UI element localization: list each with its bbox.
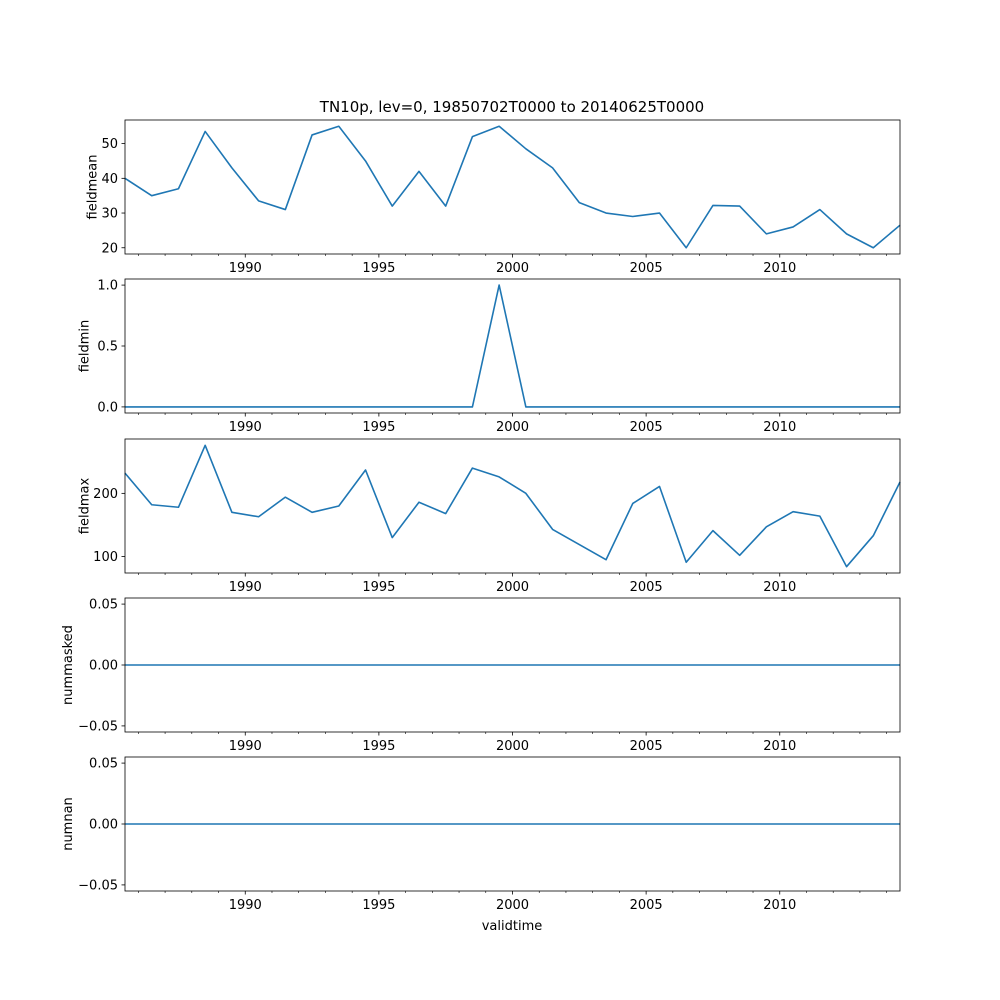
numnan-x-tick-label: 1995 bbox=[362, 898, 395, 913]
fieldmin-x-tick-label: 2005 bbox=[630, 420, 663, 435]
fieldmax-y-axis-label: fieldmax bbox=[77, 478, 92, 535]
fieldmin-x-tick-label: 1995 bbox=[362, 420, 395, 435]
fieldmax-x-tick-label: 2000 bbox=[496, 580, 529, 595]
fieldmean-axes-frame bbox=[124, 119, 901, 255]
nummasked-y-tick-label: 0.00 bbox=[89, 659, 118, 674]
nummasked-x-tick-label: 1995 bbox=[362, 739, 395, 754]
nummasked-y-tick-label: −0.05 bbox=[78, 719, 118, 734]
fieldmin-x-tick-label: 1990 bbox=[229, 420, 262, 435]
fieldmax-y-tick-label: 100 bbox=[93, 550, 118, 565]
numnan-y-tick-label: 0.00 bbox=[89, 818, 118, 833]
x-axis-label: validtime bbox=[482, 919, 543, 934]
subplot-fieldmin: 1990 1995 2000 2005 2010 0.0 0.5 1.0 fieldmin bbox=[77, 279, 901, 435]
subplot-numnan: 1990 1995 2000 2005 2010 −0.05 0.00 0.05 numnan bbox=[61, 757, 901, 913]
subplots: 1990 1995 2000 2005 201020304050fieldmean199… bbox=[61, 119, 901, 913]
numnan-x-tick-label: 1990 bbox=[229, 898, 262, 913]
subplot-nummasked: 1990 1995 2000 2005 2010 −0.05 0.00 0.05 nummask… bbox=[61, 598, 901, 754]
fieldmax-x-tick-label: 1995 bbox=[362, 580, 395, 595]
numnan-y-tick-label: 0.05 bbox=[89, 757, 118, 772]
fieldmean-y-tick-label: 30 bbox=[101, 207, 118, 222]
fieldmean-x-tick-label: 2010 bbox=[763, 261, 796, 276]
fieldmin-y-tick-label: 0.0 bbox=[97, 400, 118, 415]
fieldmin-x-tick-label: 2010 bbox=[763, 420, 796, 435]
numnan-x-tick-label: 2000 bbox=[496, 898, 529, 913]
fieldmean-series-line bbox=[124, 125, 901, 249]
fieldmax-x-tick-label: 2005 bbox=[630, 580, 663, 595]
fieldmean-x-tick-label: 1990 bbox=[229, 261, 262, 276]
nummasked-x-tick-label: 2005 bbox=[630, 739, 663, 754]
fieldmin-x-tick-label: 2000 bbox=[496, 420, 529, 435]
fieldmax-series-line bbox=[124, 444, 901, 568]
fieldmean-y-tick-label: 40 bbox=[101, 172, 118, 187]
fieldmax-x-tick-label: 2010 bbox=[763, 580, 796, 595]
fieldmean-x-tick-label: 2005 bbox=[630, 261, 663, 276]
fieldmin-y-axis-label: fieldmin bbox=[77, 320, 92, 373]
chart-title: TN10p, lev=0, 19850702T0000 to 20140625T… bbox=[319, 98, 704, 116]
numnan-x-tick-label: 2005 bbox=[630, 898, 663, 913]
fieldmean-x-tick-label: 2000 bbox=[496, 261, 529, 276]
fieldmean-y-tick-label: 20 bbox=[101, 241, 118, 256]
fieldmin-y-tick-label: 0.5 bbox=[97, 340, 118, 355]
numnan-y-tick-label: −0.05 bbox=[78, 878, 118, 893]
nummasked-x-tick-label: 2010 bbox=[763, 739, 796, 754]
fieldmin-y-tick-label: 1.0 bbox=[97, 279, 118, 294]
nummasked-y-axis-label: nummasked bbox=[61, 625, 76, 705]
fieldmax-axes-frame bbox=[124, 438, 901, 574]
fieldmean-y-axis-label: fieldmean bbox=[86, 155, 101, 220]
fieldmean-y-tick-label: 50 bbox=[101, 137, 118, 152]
fieldmin-series-line bbox=[125, 284, 900, 408]
fieldmean-x-tick-label: 1995 bbox=[362, 261, 395, 276]
nummasked-x-tick-label: 1990 bbox=[229, 739, 262, 754]
numnan-y-axis-label: numnan bbox=[61, 797, 76, 851]
nummasked-x-tick-label: 2000 bbox=[496, 739, 529, 754]
fieldmax-y-tick-label: 200 bbox=[93, 487, 118, 502]
fieldmax-x-tick-label: 1990 bbox=[229, 580, 262, 595]
nummasked-y-tick-label: 0.05 bbox=[89, 598, 118, 613]
numnan-x-tick-label: 2010 bbox=[763, 898, 796, 913]
